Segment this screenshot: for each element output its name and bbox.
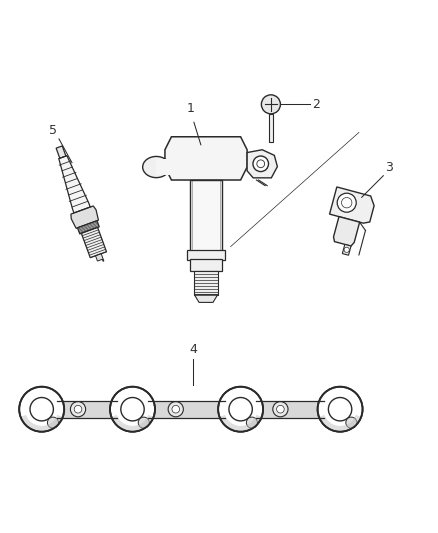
Polygon shape [78, 221, 99, 234]
Circle shape [229, 398, 252, 421]
Polygon shape [333, 216, 360, 246]
Bar [57, 401, 117, 418]
Polygon shape [194, 295, 218, 302]
Polygon shape [59, 156, 90, 213]
Circle shape [246, 417, 258, 428]
Bar [156, 159, 171, 175]
Circle shape [337, 193, 356, 212]
Circle shape [346, 417, 357, 428]
Circle shape [74, 406, 82, 413]
Bar [148, 401, 225, 418]
Bar [190, 259, 222, 271]
Circle shape [344, 247, 349, 253]
Polygon shape [165, 137, 247, 180]
Polygon shape [95, 254, 104, 261]
Circle shape [328, 398, 352, 421]
Circle shape [273, 401, 288, 417]
Circle shape [47, 417, 59, 428]
Circle shape [168, 401, 184, 417]
Text: 3: 3 [385, 160, 393, 174]
Circle shape [257, 160, 265, 168]
Circle shape [253, 156, 268, 172]
Polygon shape [247, 150, 277, 178]
Polygon shape [71, 206, 99, 228]
Text: 2: 2 [312, 98, 320, 111]
Text: 1: 1 [187, 102, 195, 115]
Bar [194, 271, 218, 295]
Bar [269, 114, 273, 142]
Circle shape [30, 398, 53, 421]
Circle shape [261, 95, 280, 114]
Circle shape [342, 198, 352, 208]
Bar [256, 401, 325, 418]
Circle shape [172, 406, 180, 413]
Circle shape [71, 401, 86, 417]
Circle shape [138, 417, 149, 428]
Polygon shape [329, 187, 374, 223]
Circle shape [277, 406, 284, 413]
Text: 5: 5 [49, 124, 57, 137]
Polygon shape [56, 146, 66, 158]
Circle shape [110, 387, 155, 432]
Ellipse shape [143, 157, 170, 177]
Circle shape [121, 398, 144, 421]
Circle shape [218, 387, 263, 432]
Circle shape [19, 387, 64, 432]
Bar [187, 251, 225, 260]
Circle shape [318, 387, 363, 432]
Bar [190, 180, 222, 258]
Text: 4: 4 [189, 343, 197, 356]
Polygon shape [81, 228, 106, 257]
Polygon shape [343, 245, 351, 255]
